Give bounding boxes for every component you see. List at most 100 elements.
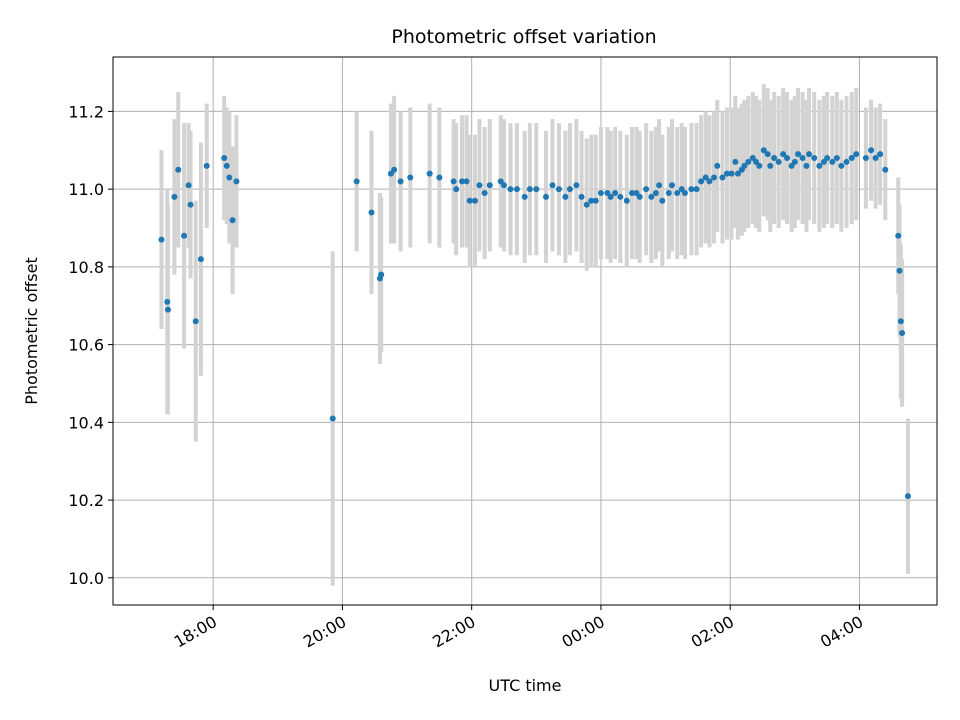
data-point xyxy=(767,162,774,169)
data-point xyxy=(185,182,192,189)
data-point xyxy=(233,178,240,185)
data-point xyxy=(734,170,741,177)
data-point xyxy=(158,236,165,243)
data-point xyxy=(378,271,385,278)
data-point xyxy=(693,186,700,193)
data-point xyxy=(732,158,739,165)
x-tick-label: 04:00 xyxy=(817,612,866,652)
data-point xyxy=(780,151,787,158)
data-point xyxy=(500,182,507,189)
data-point xyxy=(872,155,879,162)
data-point xyxy=(862,155,869,162)
data-point xyxy=(853,151,860,158)
data-point xyxy=(458,178,465,185)
data-point xyxy=(698,178,705,185)
data-point xyxy=(681,190,688,197)
y-axis-title: Photometric offset xyxy=(22,257,41,405)
data-point xyxy=(578,193,585,200)
data-point xyxy=(897,318,904,325)
data-point xyxy=(728,170,735,177)
data-point xyxy=(829,158,836,165)
data-point xyxy=(745,158,752,165)
data-point xyxy=(904,493,911,500)
data-point xyxy=(164,298,171,305)
data-point xyxy=(181,232,188,239)
y-tick-label: 10.8 xyxy=(68,258,104,277)
data-point xyxy=(623,197,630,204)
data-point xyxy=(760,147,767,154)
data-point xyxy=(526,186,533,193)
data-point xyxy=(895,232,902,239)
data-point xyxy=(648,193,655,200)
data-point xyxy=(877,151,884,158)
data-point xyxy=(436,174,443,181)
data-point xyxy=(711,174,718,181)
data-point xyxy=(764,151,771,158)
data-point xyxy=(471,197,478,204)
y-tick-label: 10.2 xyxy=(68,491,104,510)
data-point xyxy=(636,193,643,200)
data-point xyxy=(665,190,672,197)
data-point xyxy=(741,162,748,169)
x-tick-label: 22:00 xyxy=(429,612,478,652)
data-point xyxy=(791,158,798,165)
data-point xyxy=(612,190,619,197)
data-point xyxy=(833,155,840,162)
data-point xyxy=(784,155,791,162)
data-point xyxy=(476,182,483,189)
data-point xyxy=(187,201,194,208)
data-point xyxy=(674,190,681,197)
data-point xyxy=(816,162,823,169)
data-point xyxy=(513,186,520,193)
data-points xyxy=(158,147,911,500)
data-point xyxy=(197,256,204,263)
data-point xyxy=(583,201,590,208)
data-point xyxy=(688,186,695,193)
data-point xyxy=(229,217,236,224)
data-point xyxy=(486,182,493,189)
data-point xyxy=(597,190,604,197)
data-point xyxy=(368,209,375,216)
data-point xyxy=(453,186,460,193)
y-tick-label: 10.4 xyxy=(68,413,104,432)
data-point xyxy=(868,147,875,154)
data-point xyxy=(659,197,666,204)
data-point xyxy=(463,178,470,185)
data-point xyxy=(221,155,228,162)
data-point xyxy=(775,158,782,165)
data-point xyxy=(706,178,713,185)
data-point xyxy=(592,197,599,204)
data-point xyxy=(466,197,473,204)
data-point xyxy=(192,318,199,325)
data-point xyxy=(617,193,624,200)
chart-title: Photometric offset variation xyxy=(391,26,656,48)
data-point xyxy=(203,162,210,169)
data-point xyxy=(481,190,488,197)
data-point xyxy=(702,174,709,181)
data-point xyxy=(643,186,650,193)
data-point xyxy=(175,166,182,173)
x-tick-label: 02:00 xyxy=(688,612,737,652)
data-point xyxy=(656,182,663,189)
data-point xyxy=(164,306,171,313)
data-point xyxy=(806,151,813,158)
plot-frame xyxy=(112,56,938,606)
data-point xyxy=(573,182,580,189)
data-point xyxy=(824,155,831,162)
data-point xyxy=(397,178,404,185)
data-point xyxy=(450,178,457,185)
data-point xyxy=(407,174,414,181)
data-point xyxy=(543,193,550,200)
data-point xyxy=(771,155,778,162)
data-point xyxy=(562,193,569,200)
data-point xyxy=(714,162,721,169)
x-tick-label: 18:00 xyxy=(171,612,220,652)
data-point xyxy=(171,193,178,200)
x-tick-label: 00:00 xyxy=(559,612,608,652)
data-point xyxy=(723,170,730,177)
y-tick-label: 11.2 xyxy=(68,102,104,121)
data-point xyxy=(391,166,398,173)
y-tick-label: 11.0 xyxy=(68,180,104,199)
data-point xyxy=(353,178,360,185)
